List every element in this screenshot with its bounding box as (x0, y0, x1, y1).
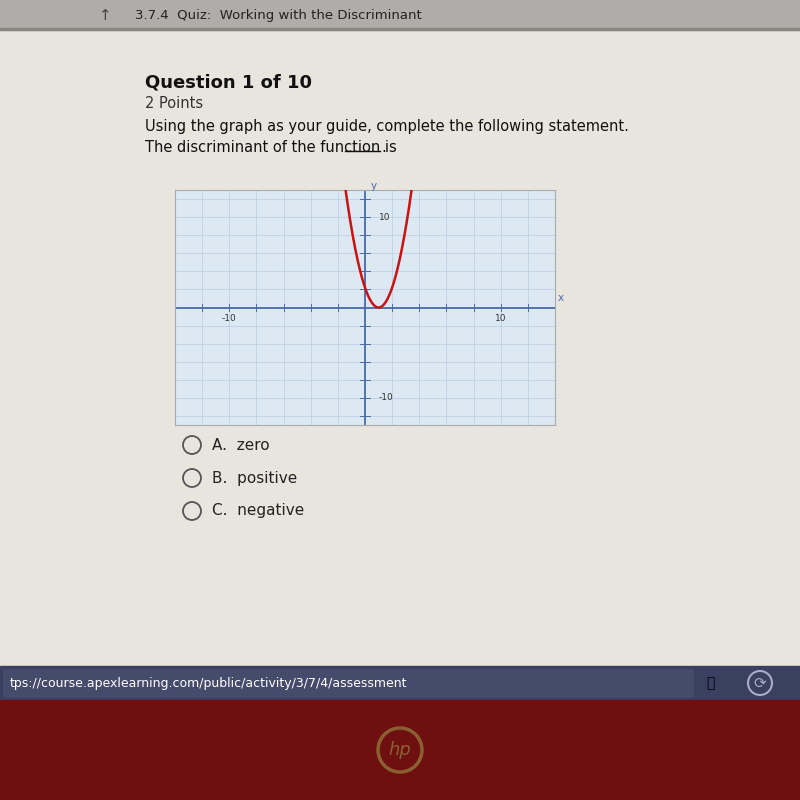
Text: y: y (370, 181, 377, 191)
Text: 2 Points: 2 Points (145, 95, 203, 110)
Text: 3.7.4  Quiz:  Working with the Discriminant: 3.7.4 Quiz: Working with the Discriminan… (135, 9, 422, 22)
Bar (0, 28, 800, 30)
Bar (0, 0, 800, 30)
Text: -10: -10 (222, 314, 237, 323)
Text: 10: 10 (378, 213, 390, 222)
Text: 10: 10 (495, 314, 506, 323)
Text: ⟳: ⟳ (754, 675, 766, 690)
Bar (0, 666, 800, 700)
Text: tps://course.apexlearning.com/public/activity/3/7/4/assessment: tps://course.apexlearning.com/public/act… (10, 677, 407, 690)
Text: The discriminant of the function is: The discriminant of the function is (145, 141, 402, 155)
Text: x: x (558, 293, 564, 303)
Text: ↑: ↑ (98, 7, 111, 22)
Bar (0, 30, 800, 700)
Text: .: . (382, 141, 386, 155)
Text: -10: -10 (378, 394, 394, 402)
Text: Question 1 of 10: Question 1 of 10 (145, 73, 312, 91)
Bar (0, 700, 800, 800)
Text: Using the graph as your guide, complete the following statement.: Using the graph as your guide, complete … (145, 119, 629, 134)
Text: B.  positive: B. positive (212, 470, 298, 486)
Text: A.  zero: A. zero (212, 438, 270, 453)
Text: C.  negative: C. negative (212, 503, 304, 518)
Text: hp: hp (389, 741, 411, 759)
Bar (3, 669, 693, 697)
Text: 🔒: 🔒 (706, 676, 714, 690)
